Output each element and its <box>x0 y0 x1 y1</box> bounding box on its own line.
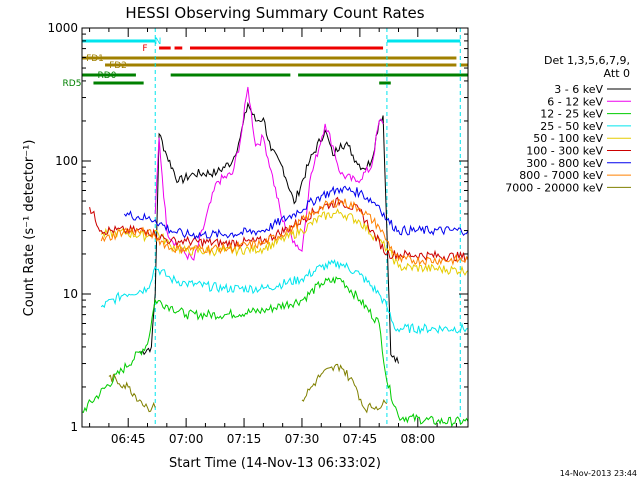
legend-label-4: 25 - 50 keV <box>540 120 603 133</box>
legend-label-2: 6 - 12 keV <box>547 95 603 108</box>
footer-date: 14-Nov-2013 23:44 <box>560 469 637 478</box>
legend-header-line-2: Att 0 <box>604 67 630 80</box>
flag-label-n: N <box>155 37 162 47</box>
legend-label-7: 300 - 800 keV <box>526 157 603 170</box>
x-tick-label: 07:00 <box>169 432 204 446</box>
legend-label-6: 100 - 300 keV <box>526 145 603 158</box>
y-axis-label: Count Rate (s⁻¹ detector⁻¹) <box>22 140 37 317</box>
legend-label-5: 50 - 100 keV <box>533 132 603 145</box>
flag-label-f: F <box>142 44 147 54</box>
flag-label-rd0: RD0 <box>98 71 117 81</box>
legend-label-1: 3 - 6 keV <box>554 83 603 96</box>
series-line-8 <box>100 198 469 266</box>
series-line-3 <box>81 276 469 428</box>
series-line-4 <box>100 258 469 335</box>
y-tick-label: 1000 <box>47 21 78 35</box>
series-line-6 <box>89 196 469 264</box>
x-tick-label: 07:45 <box>343 432 378 446</box>
series-line-5 <box>100 208 469 276</box>
chart-title: HESSI Observing Summary Count Rates <box>125 4 424 22</box>
y-tick-label: 1 <box>70 420 78 434</box>
x-tick-label: 07:30 <box>285 432 320 446</box>
y-axis-ticks: 1 10 100 1000 <box>47 21 468 434</box>
series-group <box>81 86 469 428</box>
legend-header-line-1: Det 1,3,5,6,7,9, <box>544 54 630 67</box>
x-tick-label: 07:15 <box>227 432 262 446</box>
series-line-7 <box>123 185 469 240</box>
flag-label-fd2: FD2 <box>109 61 127 71</box>
flag-bars <box>81 39 468 85</box>
x-axis-ticks: 06:45 07:00 07:15 07:30 07:45 08:00 <box>89 28 457 446</box>
plot-frame <box>81 27 469 428</box>
series-line-9 <box>108 363 388 414</box>
series-line-2 <box>154 86 384 261</box>
x-tick-label: 06:45 <box>111 432 146 446</box>
legend-label-8: 800 - 7000 keV <box>519 169 603 182</box>
legend-label-9: 7000 - 20000 keV <box>505 181 603 194</box>
flag-label-fd1: FD1 <box>86 54 104 64</box>
y-tick-label: 100 <box>55 154 78 168</box>
flag-label-rd5: RD5 <box>63 79 82 89</box>
x-tick-label: 08:00 <box>401 432 436 446</box>
x-axis-label: Start Time (14-Nov-13 06:33:02) <box>169 456 381 471</box>
legend-label-3: 12 - 25 keV <box>540 108 603 121</box>
y-tick-label: 10 <box>63 287 78 301</box>
series-line-1 <box>139 101 399 364</box>
